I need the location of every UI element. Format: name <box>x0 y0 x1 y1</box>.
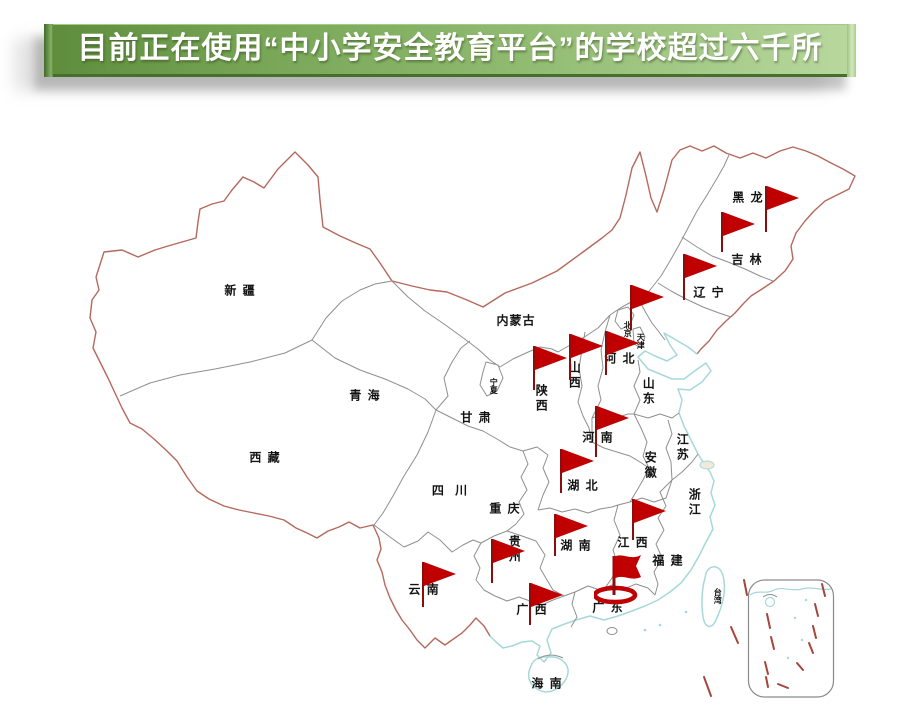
flag-jilin-pennant <box>685 254 717 278</box>
coastline <box>489 332 716 663</box>
flag-hubei-pole <box>560 449 562 493</box>
flag-henan-pennant <box>597 406 629 430</box>
label-jiangsu: 江苏 <box>675 433 690 463</box>
label-taiwan: 台湾 <box>713 588 724 604</box>
flag-jilin-pole <box>683 254 685 300</box>
china-outer-border-southwest <box>89 276 491 649</box>
label-ningxia: 宁夏 <box>489 378 500 394</box>
label-zhejiang: 浙江 <box>687 488 702 518</box>
flag-guangxi-pennant <box>531 583 563 607</box>
label-gansu: 甘 肃 <box>460 410 492 425</box>
label-beijing: 北京 <box>623 321 634 337</box>
flag-hunan-pennant <box>556 514 588 538</box>
label-shandong: 山东 <box>641 377 656 407</box>
flag-yunnan-pole <box>422 562 424 607</box>
flag-yunnan-pennant <box>424 562 456 586</box>
label-henan: 河 南 <box>582 430 614 445</box>
hainan-island <box>527 656 569 693</box>
hongkong-circle <box>606 627 618 635</box>
flag-guizhou-pole <box>491 539 493 583</box>
label-guangdong: 广 东 <box>592 600 624 615</box>
flag-shanxi-pennant <box>571 334 603 358</box>
flag-hunan-pole <box>554 514 556 556</box>
label-anhui: 安徽 <box>643 451 658 481</box>
label-tianjin: 天津 <box>636 333 647 349</box>
label-shaanxi: 陕西 <box>534 384 549 414</box>
title-banner: 目前正在使用“中小学安全教育平台”的学校超过六千所 <box>44 24 856 77</box>
flag-heilongjiang-east-pole <box>765 186 767 232</box>
label-heilongjiang: 黑 龙 <box>732 190 764 205</box>
flag-shaanxi-pennant <box>535 346 567 370</box>
flag-shaanxi-pole <box>533 346 535 390</box>
flag-heilongjiang-east-pennant <box>767 186 799 210</box>
label-neimenggu: 内蒙古 <box>496 313 536 328</box>
label-hubei: 湖 北 <box>567 478 599 493</box>
label-sichuan: 四 川 <box>431 483 469 498</box>
label-xizang: 西 藏 <box>249 450 281 465</box>
province-borders-west <box>119 280 559 526</box>
flag-guangdong <box>592 553 650 612</box>
flag-henan-pole <box>595 406 597 457</box>
flag-heilongjiang-west-pennant <box>723 212 755 236</box>
label-xinjiang: 新 疆 <box>224 283 256 298</box>
yangtze-mouth-island <box>699 460 715 470</box>
flag-jiangxi-pole <box>632 499 634 540</box>
label-hunan: 湖 南 <box>560 538 592 553</box>
flag-guizhou-pennant <box>493 539 525 563</box>
label-hainan: 海 南 <box>531 676 563 691</box>
flag-heilongjiang-west-pole <box>721 212 723 252</box>
flag-jiangxi-pennant <box>634 499 666 523</box>
flag-hebei-pole <box>605 331 607 375</box>
qiongzhou-strait-line <box>537 654 564 660</box>
banner-title: 目前正在使用“中小学安全教育平台”的学校超过六千所 <box>77 32 823 65</box>
label-jiangxi: 江 西 <box>617 535 649 550</box>
marker-wavy-flag <box>614 555 641 579</box>
south-china-sea-inset <box>747 579 835 698</box>
coast-dots <box>643 610 688 632</box>
flag-hebei-pennant <box>607 331 639 355</box>
label-chongqing: 重 庆 <box>489 501 521 516</box>
banner-left-cap <box>44 24 53 77</box>
label-qinghai: 青 海 <box>349 388 381 403</box>
label-yunnan: 云 南 <box>408 582 440 597</box>
label-fujian: 福 建 <box>652 553 684 568</box>
banner-right-cap <box>847 24 856 77</box>
label-jilin: 吉 林 <box>731 252 763 267</box>
label-liaoning: 辽 宁 <box>693 285 725 300</box>
flag-shanxi-pole <box>569 334 571 380</box>
taiwan-island <box>701 566 726 628</box>
flag-liaoning-pennant <box>632 285 664 309</box>
flag-guangxi-pole <box>529 583 531 625</box>
nine-dash-line <box>764 583 826 689</box>
flag-liaoning-pole <box>630 285 632 330</box>
label-hebei: 河 北 <box>604 351 636 366</box>
flag-hubei-pennant <box>562 449 594 473</box>
outer-dashes <box>703 579 748 697</box>
inset-islets <box>786 598 808 660</box>
china-outer-border-north <box>95 145 856 355</box>
